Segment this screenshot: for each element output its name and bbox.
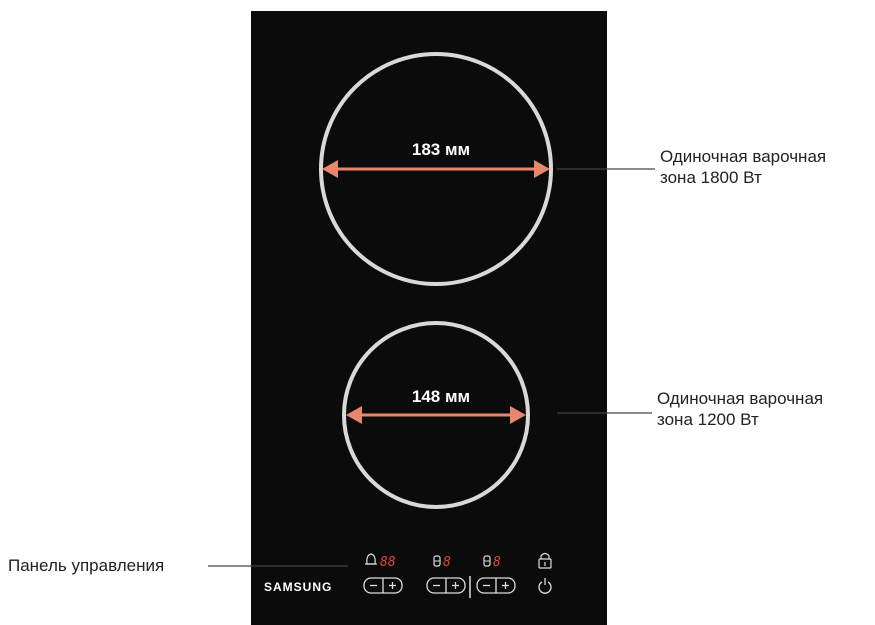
zone2-display: 8 [493,555,501,570]
burner-ring-large [319,52,553,286]
diameter-arrow-small [346,406,526,424]
timer-display: 88 [380,555,396,570]
zone-small-callout: Одиночная варочная зона 1200 Вт [657,388,823,430]
diameter-label-large: 183 мм [412,140,470,159]
zone-small-callout-line1: Одиночная варочная [657,389,824,408]
zone1-display: 8 [443,555,451,570]
control-panel: 88 8 8 SAMSUNG [264,552,552,598]
zone2-minus-plus-control[interactable] [476,577,516,594]
lock-icon[interactable] [538,552,552,569]
zone-large-callout-line2: зона 1800 Вт [660,168,762,187]
diameter-label-small: 148 мм [412,387,470,406]
zone-small-callout-line2: зона 1200 Вт [657,410,759,429]
power-icon[interactable] [538,578,552,594]
bell-icon [365,553,377,565]
control-panel-callout-label: Панель управления [8,556,165,575]
zone-large-callout-line1: Одиночная варочная [660,147,827,166]
cooktop-surface [251,11,607,625]
diameter-arrow-large [322,160,550,178]
timer-minus-plus-control[interactable] [363,577,403,594]
burner-ring-small [342,321,530,509]
control-panel-callout: Панель управления [8,555,164,576]
zone1-minus-plus-control[interactable] [426,577,466,594]
zone-large-callout: Одиночная варочная зона 1800 Вт [660,146,826,188]
brand-logo: SAMSUNG [264,580,332,594]
